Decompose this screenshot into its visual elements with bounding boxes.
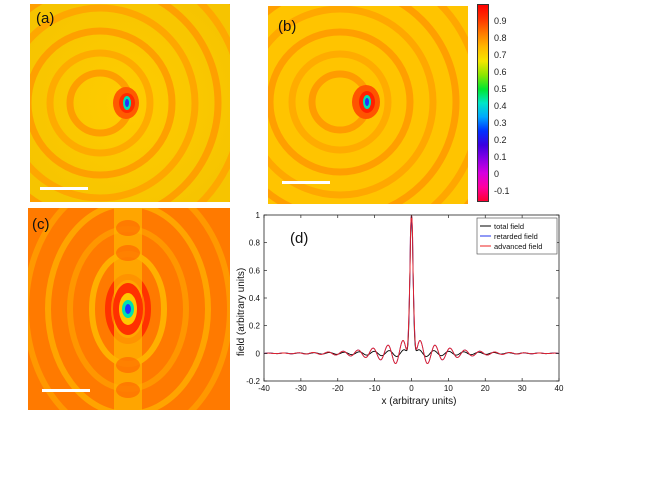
colorbar-tick-label: 0.5: [494, 84, 507, 95]
panel-label-d: (d): [290, 230, 308, 247]
x-tick-label: -20: [332, 384, 344, 393]
x-axis-label: x (arbitrary units): [381, 396, 456, 407]
field-map-b: [268, 6, 468, 204]
y-tick-label: -0.2: [246, 377, 260, 386]
field-map-a: [30, 4, 230, 202]
colorbar-tick-label: 0.2: [494, 135, 507, 146]
x-tick-label: -30: [295, 384, 307, 393]
panel-label-c: (c): [32, 216, 50, 233]
y-tick-label: 0.6: [249, 266, 261, 275]
colorbar-tick-label: 0.4: [494, 101, 507, 112]
colorbar-tick-label: 0.3: [494, 118, 507, 129]
legend-entry: total field: [494, 222, 524, 231]
y-tick-label: 0.8: [249, 239, 261, 248]
colorbar-tick-label: 0: [494, 169, 500, 180]
legend-entry: advanced field: [494, 242, 542, 251]
x-tick-label: -40: [258, 384, 270, 393]
y-tick-label: 0.4: [249, 294, 261, 303]
panel-c: (c): [28, 208, 230, 410]
legend-entry: retarded field: [494, 232, 538, 241]
panel-label-a: (a): [36, 10, 55, 27]
field-map-c: [28, 208, 230, 410]
x-tick-label: 20: [481, 384, 490, 393]
colorbar: [477, 4, 489, 202]
colorbar-tick-label: 0.7: [494, 50, 507, 61]
colorbar-gradient: [478, 5, 488, 201]
colorbar-tick-label: -0.1: [494, 186, 510, 197]
panel-label-b: (b): [278, 18, 297, 35]
y-tick-label: 0: [256, 349, 261, 358]
x-tick-label: 0: [409, 384, 414, 393]
x-tick-label: 40: [555, 384, 564, 393]
field-line-chart: -40 -30 -20 -10 0 10 20 30 40-0.200.20.40.60.81 …: [236, 211, 564, 407]
x-tick-label: 30: [518, 384, 527, 393]
scale-bar-c: [42, 389, 90, 392]
colorbar-tick-label: 0.1: [494, 152, 507, 163]
x-tick-label: -10: [369, 384, 381, 393]
panel-a: (a): [30, 4, 230, 202]
colorbar-tick-label: 0.8: [494, 33, 507, 44]
y-axis-label: field (arbitrary units): [236, 268, 247, 356]
scale-bar-b: [282, 181, 330, 184]
panel-b: (b): [268, 6, 468, 204]
x-tick-label: 10: [444, 384, 453, 393]
colorbar-tick-label: 0.6: [494, 67, 507, 78]
y-tick-label: 0.2: [249, 322, 261, 331]
scale-bar-a: [40, 187, 88, 190]
y-tick-label: 1: [256, 211, 261, 220]
colorbar-tick-label: 0.9: [494, 16, 507, 27]
